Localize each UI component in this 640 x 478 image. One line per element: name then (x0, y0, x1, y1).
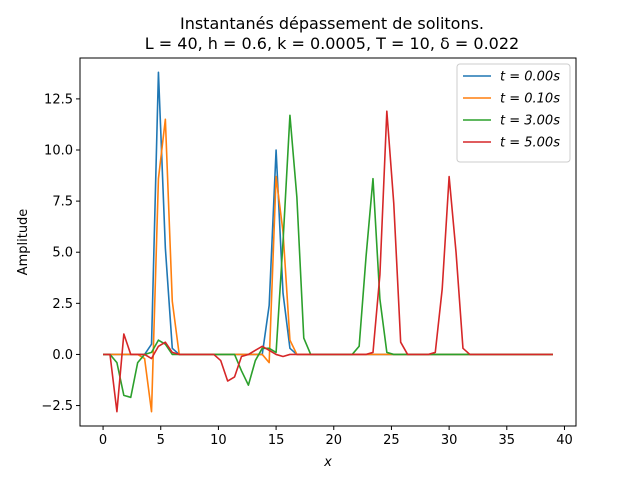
y-tick-label: 5.0 (52, 246, 73, 261)
y-tick-label: 12.5 (44, 92, 73, 107)
legend-label: t = 0.00s (500, 70, 560, 85)
series-line-3 (103, 110, 553, 413)
x-tick-label: 0 (99, 433, 107, 448)
x-tick-label: 5 (157, 433, 165, 448)
y-axis-label: Amplitude (16, 209, 31, 276)
x-tick-label: 40 (556, 433, 573, 448)
y-tick-label: 2.5 (52, 297, 73, 312)
y-tick-label: 7.5 (52, 195, 73, 210)
x-axis: 0 5 10 15 20 25 30 35 40 (99, 426, 573, 448)
plot-frame (79, 57, 577, 427)
y-tick-label: −2.5 (41, 399, 73, 414)
x-tick-label: 25 (383, 433, 400, 448)
x-tick-label: 35 (499, 433, 516, 448)
y-axis: −2.5 0.0 2.5 5.0 7.5 10.0 12.5 (41, 92, 80, 414)
x-tick-label: 30 (441, 433, 458, 448)
series-lines (103, 71, 553, 413)
legend-label: t = 5.00s (500, 136, 560, 151)
x-axis-label: x (323, 455, 332, 470)
y-tick-label: 0.0 (52, 348, 73, 363)
legend: t = 0.00s t = 0.10s t = 3.00s t = 5.00s (456, 63, 571, 163)
x-tick-label: 10 (210, 433, 227, 448)
legend-box (456, 63, 571, 163)
x-tick-label: 15 (268, 433, 285, 448)
chart-title: Instantanés dépassement de solitons. (180, 14, 484, 33)
legend-label: t = 0.10s (500, 92, 560, 107)
x-tick-label: 20 (325, 433, 342, 448)
legend-label: t = 3.00s (500, 114, 560, 129)
chart-subtitle: L = 40, h = 0.6, k = 0.0005, T = 10, δ =… (145, 34, 519, 53)
y-tick-label: 10.0 (44, 144, 73, 159)
